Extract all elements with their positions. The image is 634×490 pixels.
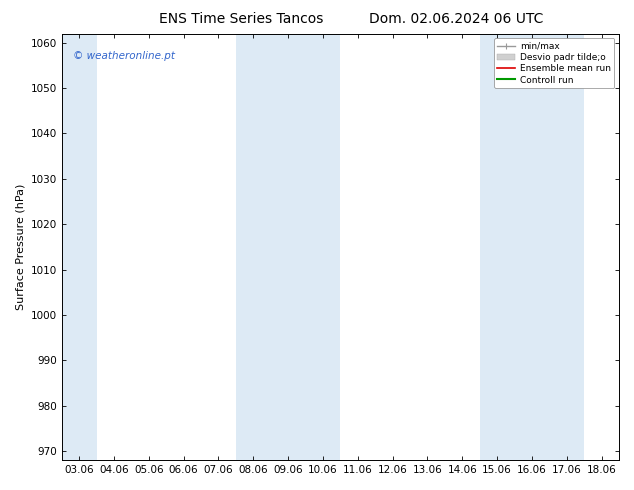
Bar (236, 34, 340, 460)
Bar (61, 34, 96, 460)
Legend: min/max, Desvio padr tilde;o, Ensemble mean run, Controll run: min/max, Desvio padr tilde;o, Ensemble m… (494, 38, 614, 88)
Y-axis label: Surface Pressure (hPa): Surface Pressure (hPa) (15, 184, 25, 310)
Text: © weatheronline.pt: © weatheronline.pt (73, 50, 175, 61)
Text: ENS Time Series Tancos: ENS Time Series Tancos (158, 12, 323, 26)
Text: Dom. 02.06.2024 06 UTC: Dom. 02.06.2024 06 UTC (369, 12, 544, 26)
Bar (480, 34, 584, 460)
